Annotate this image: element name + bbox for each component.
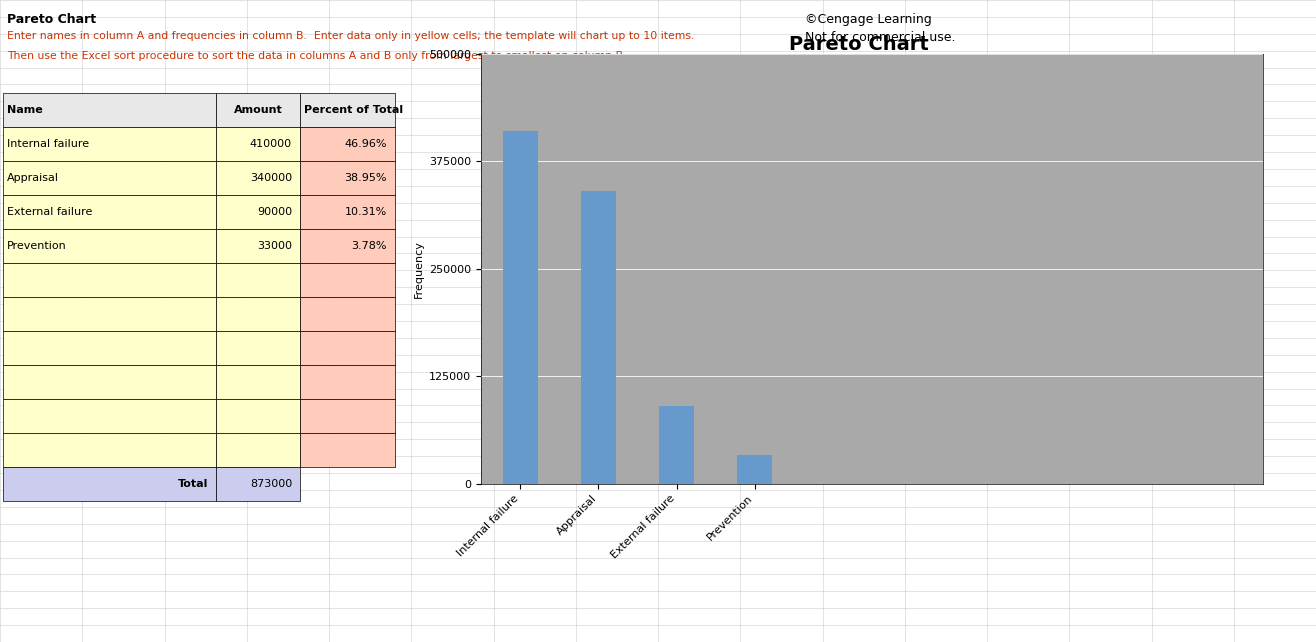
Text: 10.31%: 10.31% bbox=[345, 207, 387, 217]
Text: Pareto Chart: Pareto Chart bbox=[788, 35, 929, 54]
Text: Name: Name bbox=[7, 105, 42, 115]
Text: ©Cengage Learning: ©Cengage Learning bbox=[805, 13, 932, 26]
Bar bbox=[300, 263, 395, 297]
Bar bbox=[300, 229, 395, 263]
Bar bbox=[3, 297, 216, 331]
Bar bbox=[300, 331, 395, 365]
Text: Prevention: Prevention bbox=[7, 241, 66, 251]
Bar bbox=[300, 297, 395, 331]
Text: External failure: External failure bbox=[7, 207, 92, 217]
Bar bbox=[216, 195, 300, 229]
Bar bbox=[300, 161, 395, 195]
Bar bbox=[3, 399, 216, 433]
Text: Internal failure: Internal failure bbox=[7, 139, 88, 149]
Text: 340000: 340000 bbox=[250, 173, 292, 183]
Text: Total: Total bbox=[178, 480, 208, 489]
Bar bbox=[216, 229, 300, 263]
Bar bbox=[503, 132, 538, 483]
Bar bbox=[216, 433, 300, 467]
Text: 410000: 410000 bbox=[250, 139, 292, 149]
Text: Percent of Total: Percent of Total bbox=[304, 105, 403, 115]
Text: 38.95%: 38.95% bbox=[345, 173, 387, 183]
Bar bbox=[3, 433, 216, 467]
Bar bbox=[3, 195, 216, 229]
Y-axis label: Frequency: Frequency bbox=[413, 240, 424, 298]
Bar bbox=[216, 467, 300, 501]
Bar bbox=[3, 365, 216, 399]
Bar bbox=[580, 191, 616, 483]
Bar bbox=[3, 161, 216, 195]
Text: 46.96%: 46.96% bbox=[345, 139, 387, 149]
Bar bbox=[300, 127, 395, 161]
Bar bbox=[216, 399, 300, 433]
Text: Amount: Amount bbox=[233, 105, 283, 115]
Text: 3.78%: 3.78% bbox=[351, 241, 387, 251]
Text: Pareto Chart: Pareto Chart bbox=[7, 13, 96, 26]
Bar bbox=[216, 161, 300, 195]
Bar bbox=[216, 297, 300, 331]
Bar bbox=[3, 263, 216, 297]
Bar bbox=[216, 127, 300, 161]
Text: Not for commercial use.: Not for commercial use. bbox=[805, 31, 955, 44]
Bar bbox=[737, 455, 772, 483]
Bar bbox=[3, 467, 216, 501]
Bar bbox=[3, 229, 216, 263]
Text: Appraisal: Appraisal bbox=[7, 173, 59, 183]
Bar bbox=[659, 406, 694, 483]
Bar bbox=[3, 331, 216, 365]
Bar bbox=[300, 399, 395, 433]
Text: Enter names in column A and frequencies in column B.  Enter data only in yellow : Enter names in column A and frequencies … bbox=[7, 31, 694, 42]
Text: 90000: 90000 bbox=[257, 207, 292, 217]
Bar bbox=[216, 263, 300, 297]
Bar bbox=[3, 127, 216, 161]
Bar bbox=[300, 195, 395, 229]
Bar bbox=[216, 93, 300, 127]
Bar bbox=[3, 93, 216, 127]
Text: Then use the Excel sort procedure to sort the data in columns A and B only from : Then use the Excel sort procedure to sor… bbox=[7, 51, 626, 62]
Bar bbox=[300, 365, 395, 399]
Bar bbox=[216, 365, 300, 399]
Text: 33000: 33000 bbox=[257, 241, 292, 251]
Bar bbox=[300, 93, 395, 127]
Bar bbox=[300, 433, 395, 467]
Text: 873000: 873000 bbox=[250, 480, 292, 489]
Bar bbox=[216, 331, 300, 365]
